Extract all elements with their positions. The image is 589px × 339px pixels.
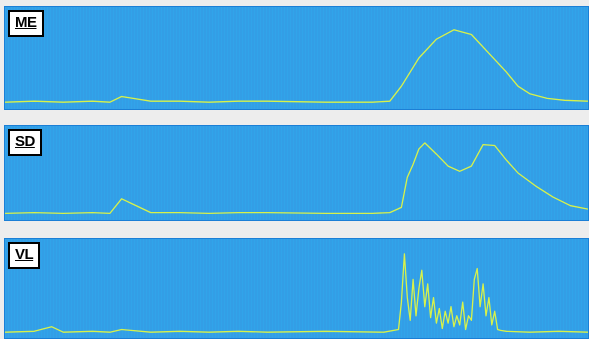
sd-plot-background	[5, 126, 588, 220]
sd-grid	[6, 126, 587, 220]
vl-label: VL	[8, 242, 41, 269]
me-plot-background	[5, 7, 588, 109]
me-label: ME	[8, 10, 44, 37]
sd-panel: SD	[4, 125, 589, 221]
sd-plot	[5, 126, 588, 220]
me-grid	[6, 7, 587, 109]
sd-label: SD	[8, 129, 42, 156]
me-panel: ME	[4, 6, 589, 110]
me-plot	[5, 7, 588, 109]
vl-plot	[5, 239, 588, 338]
vl-plot-background	[5, 239, 588, 338]
vl-panel: VL	[4, 238, 589, 339]
me-trace-line	[5, 29, 588, 103]
vl-trace-line	[5, 253, 588, 333]
sd-trace-line	[5, 142, 588, 215]
